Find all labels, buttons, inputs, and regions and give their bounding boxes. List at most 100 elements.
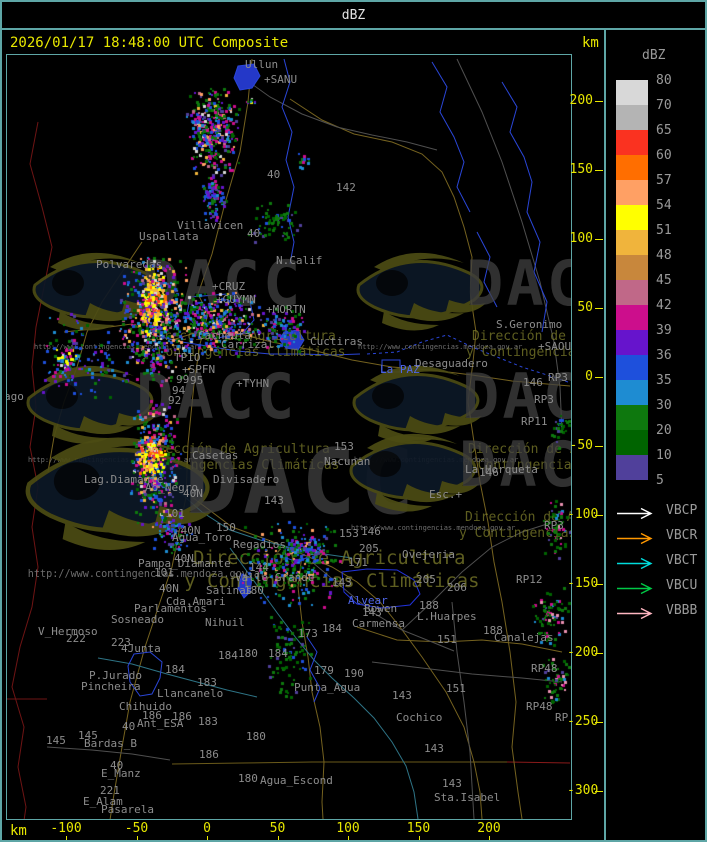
- color-scale-block: [616, 305, 648, 330]
- map-place-label: 205: [359, 542, 379, 555]
- map-place-label: 146: [523, 376, 543, 389]
- map-place-label: Cochico: [396, 711, 443, 724]
- color-scale-label: 42: [656, 298, 672, 313]
- color-scale-block: [616, 330, 648, 355]
- map-place-label: 40: [247, 227, 261, 240]
- y-axis-unit-label: km: [582, 35, 599, 51]
- vector-label: VBCU: [666, 578, 698, 593]
- map-place-label: 151: [437, 633, 457, 646]
- x-axis-unit-label: km: [10, 823, 27, 839]
- map-place-label: +GUYMN: [216, 293, 256, 306]
- map-place-label: 94: [172, 384, 186, 397]
- y-axis-tick: [595, 308, 603, 309]
- color-scale-block: [616, 455, 648, 480]
- map-place-label: 184: [268, 647, 288, 660]
- color-scale-label: 65: [656, 123, 672, 138]
- map-place-label: V_Hermoso: [38, 625, 98, 638]
- color-scale: [616, 80, 648, 480]
- vbcr-arrow-icon: [617, 532, 653, 545]
- y-axis-tick: [595, 446, 603, 447]
- map-place-label: Regadios: [233, 538, 286, 551]
- map-place-label: Sta.Isabel: [434, 791, 501, 804]
- map-place-label: Agua_Toro: [172, 531, 232, 544]
- map-place-label: Pincheira: [81, 680, 141, 693]
- map-place-label: Ao_Negro: [145, 481, 198, 494]
- y-axis-tick-label: 50: [577, 300, 593, 315]
- map-place-label: Cacheuta: [198, 329, 251, 342]
- map-place-label: Pasarela: [101, 803, 154, 816]
- color-scale-label: 10: [656, 448, 672, 463]
- color-scale-block: [616, 230, 648, 255]
- y-axis-tick-label: -200: [567, 645, 599, 660]
- map-place-label: Llancanelo: [157, 687, 224, 700]
- vbcu-arrow-icon: [617, 582, 653, 595]
- map-place-label: 143: [424, 742, 444, 755]
- map-place-label: Valle Grande: [235, 571, 315, 584]
- map-place-label: Uspallata: [139, 230, 199, 243]
- map-place-label: Carmensa: [352, 617, 405, 630]
- y-axis-tick-label: 200: [569, 93, 593, 108]
- color-scale-block: [616, 80, 648, 105]
- map-place-label: N.Calif: [276, 254, 323, 267]
- map-place-label: Agua_Escond: [260, 774, 333, 787]
- color-scale-label: 39: [656, 323, 672, 338]
- map-place-label: Salinas: [206, 584, 253, 597]
- map-place-label: 40: [122, 720, 136, 733]
- map-place-label: Nihuil: [205, 616, 245, 629]
- color-scale-block: [616, 255, 648, 280]
- x-axis-tick-label: 200: [477, 821, 501, 836]
- map-place-label: Esc.+: [429, 488, 463, 501]
- color-scale-label: 57: [656, 173, 672, 188]
- y-axis-tick: [595, 239, 603, 240]
- map-place-label: RP: [555, 711, 569, 724]
- color-scale-label: 70: [656, 98, 672, 113]
- color-scale-block: [616, 155, 648, 180]
- x-axis-tick-label: 50: [269, 821, 286, 836]
- map-place-label: La PAZ: [380, 363, 420, 376]
- map-place-label: 40: [267, 168, 281, 181]
- color-scale-label: 48: [656, 248, 672, 263]
- map-place-label: Carrizal: [221, 338, 274, 351]
- map-place-label: Bardas_B: [84, 737, 137, 750]
- map-place-label: Sosneado: [111, 613, 164, 626]
- map-place-label: -40N: [174, 524, 201, 537]
- vector-label: VBCT: [666, 553, 698, 568]
- map-place-label: RP3: [534, 393, 554, 406]
- map-place-label: Chihuido: [119, 700, 172, 713]
- color-scale-label: 20: [656, 423, 672, 438]
- map-place-label: S.Geronimo: [496, 318, 563, 331]
- map-place-label: 143: [362, 606, 382, 619]
- map-place-label: RP11: [521, 415, 548, 428]
- y-axis-tick-label: -250: [567, 714, 599, 729]
- map-place-label: 173: [298, 627, 318, 640]
- vbbb-arrow-icon: [617, 607, 653, 620]
- y-axis-tick-label: -50: [569, 438, 593, 453]
- map-place-label: 99: [176, 373, 190, 386]
- color-scale-label: 45: [656, 273, 672, 288]
- color-scale-block: [616, 205, 648, 230]
- color-scale-block: [616, 105, 648, 130]
- color-scale-block: [616, 380, 648, 405]
- y-axis-tick-label: 150: [569, 162, 593, 177]
- map-place-label: +SANU: [264, 73, 298, 86]
- map-place-label: E_Manz: [101, 767, 141, 780]
- y-axis-tick: [595, 722, 603, 723]
- x-axis-tick: [136, 836, 138, 840]
- map-place-label: 40N: [174, 552, 194, 565]
- x-axis-tick: [277, 836, 279, 840]
- map-place-label: 183: [198, 715, 218, 728]
- map-place-label: 143: [332, 576, 352, 589]
- radar-echo-layer: [7, 55, 571, 819]
- map-place-label: Lag.Diamante: [84, 473, 164, 486]
- map-place-label: 144: [249, 561, 269, 574]
- color-scale-label: 35: [656, 373, 672, 388]
- map-place-label: 40N: [159, 582, 179, 595]
- map-place-label: RP3: [548, 371, 568, 384]
- map-place-label: +SAOU: [538, 340, 571, 353]
- timestamp-label: 2026/01/17 18:48:00 UTC Composite: [10, 35, 289, 51]
- vbct-arrow-icon: [617, 557, 653, 570]
- map-place-label: 223: [111, 636, 131, 649]
- map-place-label: 146: [479, 466, 499, 479]
- vector-row: VBBB: [616, 603, 705, 620]
